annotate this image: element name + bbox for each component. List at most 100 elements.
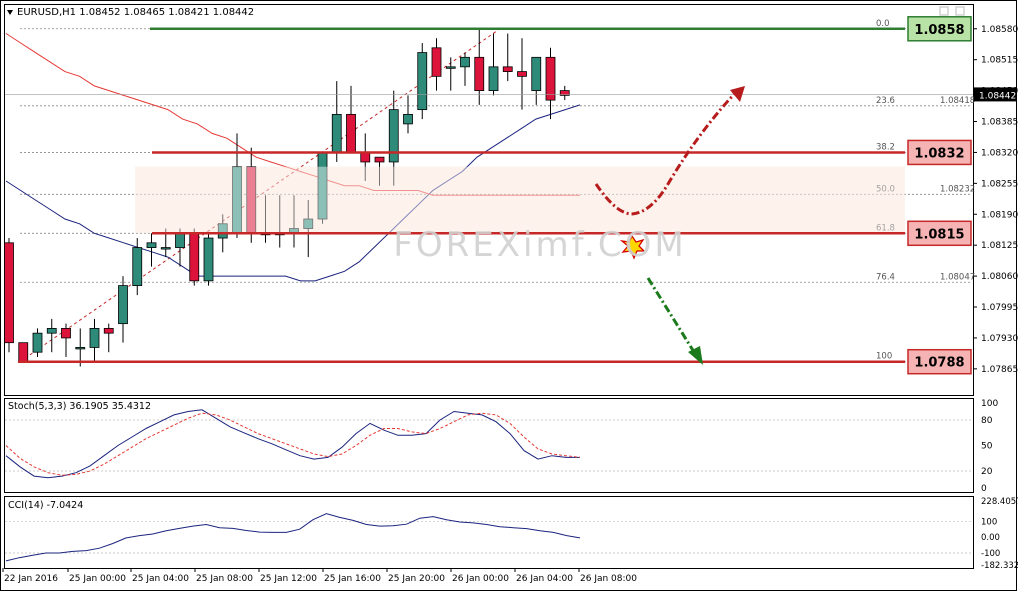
- current-price-box: [974, 87, 1016, 102]
- bull-candle: [460, 56, 470, 68]
- bull-candle: [331, 113, 342, 153]
- level-label-support: 1.0788: [914, 356, 964, 371]
- time-tick-label: 25 Jan 20:00: [388, 574, 445, 584]
- bull-candle: [417, 52, 428, 111]
- level-label-box-fib-38: [907, 139, 972, 166]
- time-tick-label: 26 Jan 08:00: [580, 574, 637, 584]
- time-tick-label: 25 Jan 12:00: [260, 574, 317, 584]
- cci-indicator: 228.4057 100 0.00 -100 -182.3327: [5, 497, 1018, 571]
- bear-candle: [4, 242, 14, 344]
- bear-candle: [431, 47, 442, 77]
- fib-level-label: 100: [876, 352, 892, 362]
- window-restore-icon-2[interactable]: [939, 6, 949, 16]
- rectangle-zone: [135, 166, 905, 234]
- bearish-arrow-head-icon: [688, 346, 703, 365]
- window-controls[interactable]: [939, 6, 965, 16]
- cci-title: CCI(14) -7.0424: [8, 500, 83, 511]
- window-restore-icon[interactable]: [955, 6, 965, 16]
- fib-level-label: 76.4: [876, 272, 895, 282]
- bull-candle: [146, 242, 157, 248]
- bull-candle: [217, 223, 228, 239]
- fib-level-label: 23.6: [876, 96, 895, 106]
- time-tick-label: 26 Jan 04:00: [516, 574, 573, 584]
- projection-arrows: [594, 86, 745, 365]
- bull-candle: [175, 232, 185, 248]
- price-tick-label: 1.08190: [981, 210, 1018, 220]
- time-tick-label: 26 Jan 00:00: [452, 574, 509, 584]
- time-tick-label: 25 Jan 04:00: [132, 574, 189, 584]
- cci-tick-label: -182.3327: [981, 561, 1018, 571]
- price-axis: 1.085801.085151.084501.083851.083201.082…: [973, 25, 1018, 375]
- bear-candle: [559, 90, 570, 96]
- time-tick-label: 22 Jan 2016: [4, 574, 58, 584]
- price-tick-label: 1.07995: [981, 303, 1018, 313]
- price-tick-label: 1.08580: [981, 25, 1018, 35]
- bear-candle: [103, 328, 114, 334]
- stoch-signal-line: [5, 412, 581, 476]
- cci-panel: [4, 496, 974, 569]
- cci-tick-label: 228.4057: [981, 497, 1018, 507]
- support-zone-rect: [135, 166, 905, 234]
- bear-candle: [517, 71, 527, 77]
- cci-line: [5, 513, 581, 562]
- stoch-tick-label: 20: [981, 467, 993, 477]
- bull-candle: [488, 66, 499, 92]
- stoch-tick-label: 100: [981, 399, 998, 409]
- fib-level-label: 61.8: [876, 223, 895, 233]
- time-axis: 22 Jan 2016 25 Jan 00:00 25 Jan 04:00 25 Ja…: [2, 568, 637, 584]
- zone-overlay: [135, 166, 905, 234]
- stochastic-indicator: 100 80 50 20 0: [5, 399, 998, 494]
- bull-candle: [75, 347, 86, 350]
- price-tick-label: 1.08125: [981, 241, 1018, 251]
- bull-candle: [531, 56, 542, 92]
- bull-candle: [118, 285, 128, 325]
- watermark: FOREXimf.COM: [393, 225, 686, 265]
- level-label-resistance: 1.0858: [914, 23, 964, 38]
- key-levels: 1.0858 1.0832 1.0815 1.0788: [18, 16, 972, 375]
- price-tick-label: 1.08515: [981, 56, 1018, 66]
- price-tick-label: 1.07930: [981, 334, 1018, 344]
- bear-candle: [374, 156, 385, 163]
- chart-header: EURUSD,H1 1.08452 1.08465 1.08421 1.0844…: [7, 7, 254, 18]
- bear-candle: [346, 113, 356, 153]
- bull-candle: [132, 247, 143, 287]
- bullish-arrow: [594, 88, 740, 216]
- stoch-panel: [4, 398, 974, 493]
- price-tick-label: 1.07865: [981, 365, 1018, 375]
- bear-candle: [189, 232, 200, 282]
- bull-candle: [89, 328, 100, 348]
- level-label-box-resistance: [907, 16, 972, 42]
- bearish-arrow: [646, 277, 696, 353]
- bear-candle: [61, 328, 71, 339]
- price-tick-label: 1.08320: [981, 148, 1018, 158]
- fib-price-label: 1.08232: [940, 184, 975, 194]
- level-label-box-fib-61: [907, 220, 972, 247]
- bear-candle: [502, 66, 513, 72]
- bull-candle: [445, 66, 456, 69]
- price-tick-label: 1.08255: [981, 179, 1018, 189]
- bull-candle: [32, 332, 43, 353]
- bullish-arrow-head-icon: [730, 86, 745, 102]
- fib-level-label: 38.2: [876, 142, 895, 152]
- fib-level-label: 50.0: [876, 184, 895, 194]
- bull-candle: [46, 328, 57, 334]
- stoch-tick-label: 0: [981, 484, 987, 494]
- bull-candle: [388, 109, 399, 163]
- red-ma-line: [5, 33, 580, 196]
- time-tick-label: 25 Jan 08:00: [196, 574, 253, 584]
- symbol-header: EURUSD,H1 1.08452 1.08465 1.08421 1.0844…: [17, 7, 254, 18]
- watermark-text: FOREXimf.COM: [393, 225, 686, 265]
- time-tick-label: 25 Jan 16:00: [324, 574, 381, 584]
- price-tick-label: 1.08385: [981, 118, 1018, 128]
- fib-price-label: 1.08418: [940, 96, 975, 106]
- bear-candle: [360, 152, 371, 163]
- cci-tick-label: -100: [981, 549, 1000, 559]
- breakout-burst-icon: [619, 234, 646, 260]
- dropdown-triangle-icon[interactable]: [7, 10, 13, 15]
- level-label-fib-61: 1.0815: [914, 227, 964, 242]
- stoch-main-line: [5, 409, 580, 479]
- price-tick-label: 1.08060: [981, 272, 1018, 282]
- time-tick-label: 25 Jan 00:00: [69, 574, 126, 584]
- bear-candle: [18, 342, 29, 363]
